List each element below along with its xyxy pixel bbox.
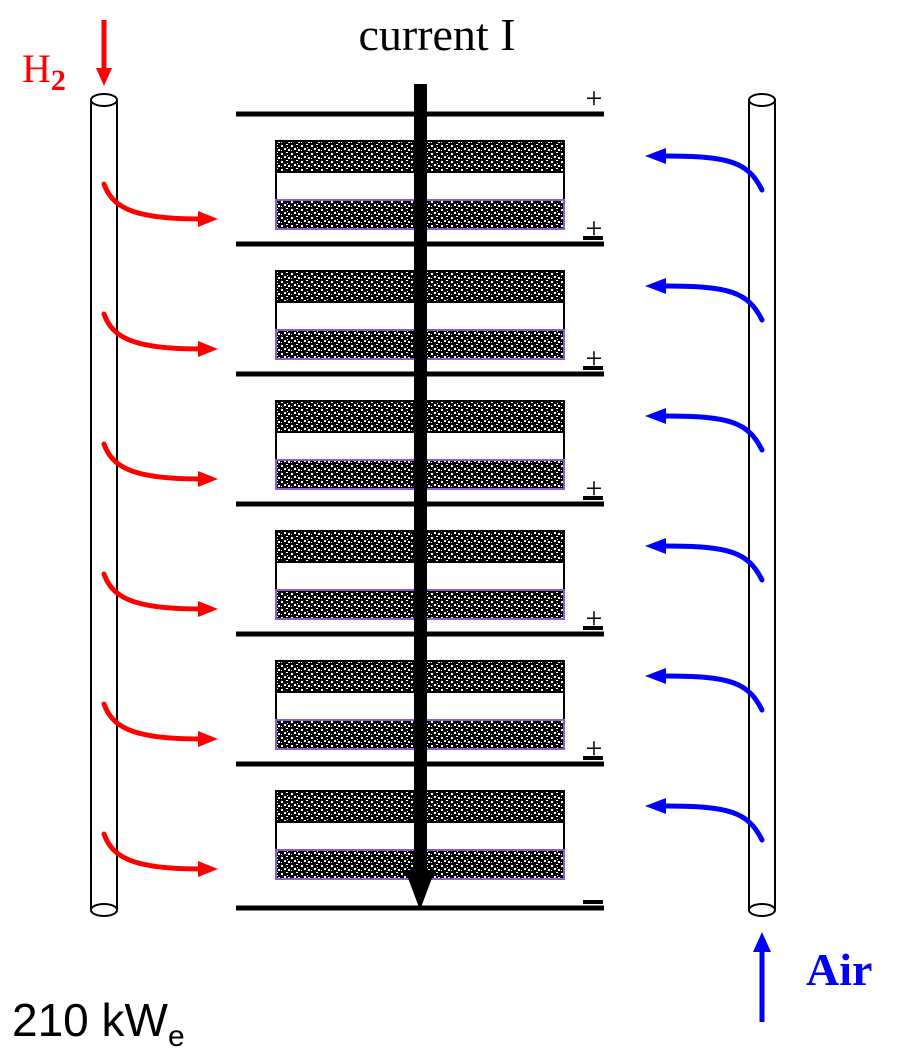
air-flow-arrow [661, 283, 765, 323]
air-label: Air [806, 944, 872, 995]
air-flow-arrow [661, 543, 765, 583]
hydrogen-inlet-arrow [96, 20, 112, 86]
hydrogen-label-subscript: 2 [51, 64, 66, 97]
hydrogen-flow-arrow [101, 311, 203, 352]
minus-sign [583, 496, 603, 500]
plus-sign: + [586, 732, 603, 765]
power-label-subscript: e [168, 1020, 185, 1051]
air-flow-arrow [661, 803, 765, 843]
power-label-main: 210 kW [12, 994, 169, 1046]
hydrogen-flow-arrow [101, 181, 203, 222]
minus-sign [583, 900, 603, 904]
air-inlet-arrow [753, 932, 771, 1022]
air-flow-arrowhead [645, 148, 666, 164]
minus-sign [583, 366, 603, 370]
air-flow-arrow [661, 673, 765, 713]
air-flow-arrow [661, 413, 765, 453]
minus-sign [583, 236, 603, 240]
air-flow-arrowhead [645, 668, 666, 684]
hydrogen-flow-arrowhead [198, 341, 218, 357]
air-flow-arrow [661, 153, 765, 193]
air-flow-arrowhead [645, 278, 666, 294]
minus-sign [583, 626, 603, 630]
hydrogen-flow-arrowhead [198, 601, 218, 617]
plus-sign: + [586, 82, 603, 115]
hydrogen-flow-arrow [101, 441, 203, 482]
power-label: 210 kWe [12, 994, 185, 1051]
air-flow-arrowhead [645, 798, 666, 814]
air-supply-pipe [748, 93, 776, 917]
hydrogen-flow-arrowhead [198, 861, 218, 877]
current-label: current I [358, 9, 515, 60]
minus-sign [583, 756, 603, 760]
hydrogen-flow-arrowhead [198, 731, 218, 747]
hydrogen-label: H2 [22, 46, 66, 97]
hydrogen-flow-arrow [101, 831, 203, 872]
air-flow-arrowhead [645, 538, 666, 554]
plus-sign: + [586, 212, 603, 245]
plus-sign: + [586, 472, 603, 505]
plus-sign: + [586, 602, 603, 635]
air-flow-arrowhead [645, 408, 666, 424]
hydrogen-label-main: H [22, 46, 51, 91]
hydrogen-flow-arrowhead [198, 471, 218, 487]
plus-sign: + [586, 342, 603, 375]
current-arrow [405, 84, 435, 910]
hydrogen-flow-arrow [101, 571, 203, 612]
hydrogen-flow-arrowhead [198, 211, 218, 227]
hydrogen-flow-arrow [101, 701, 203, 742]
hydrogen-supply-pipe [90, 93, 118, 917]
